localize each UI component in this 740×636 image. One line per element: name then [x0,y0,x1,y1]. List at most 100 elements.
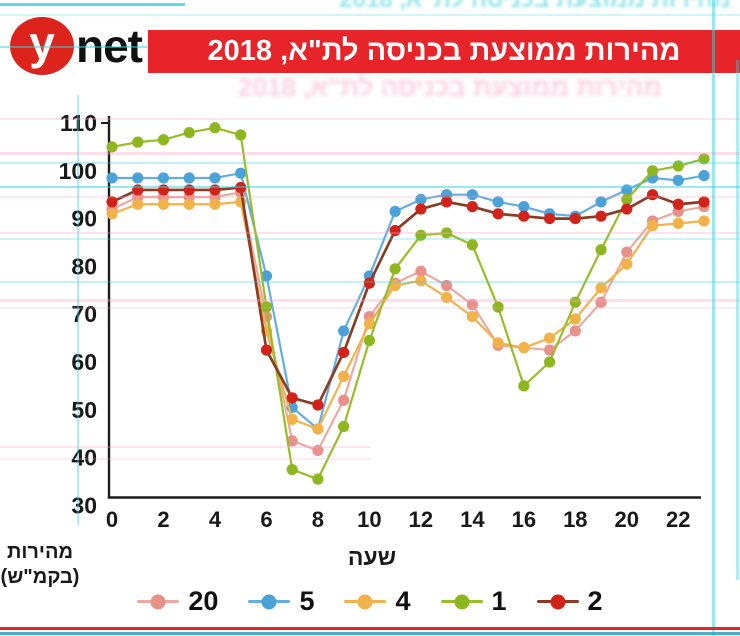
data-point-series-2 [260,344,273,356]
data-point-series-1 [338,420,350,433]
data-point-series-1 [363,334,375,347]
data-point-series-4 [106,208,118,220]
data-point-series-2 [441,196,453,208]
legend-marker-icon [344,594,387,609]
data-point-series-20 [312,444,324,457]
data-point-series-1 [518,380,530,392]
legend-dot-icon [550,594,566,609]
data-point-series-1 [415,229,427,241]
data-point-series-1 [646,165,659,177]
data-point-series-20 [338,394,350,406]
data-point-series-20 [415,265,427,277]
data-point-series-4 [157,198,170,210]
data-point-series-2 [286,392,298,404]
legend-marker-icon [440,594,483,609]
legend-label: 2 [587,586,603,616]
y-tick-label: 40 [71,445,97,471]
data-point-series-4 [209,198,221,210]
data-point-series-2 [183,184,195,196]
legend-item-2: 2 [536,586,603,617]
legend-item-1: 1 [440,586,507,617]
x-axis-title: שעה [347,544,397,570]
y-tick-label: 30 [71,492,97,518]
data-point-series-4 [569,313,581,325]
x-tick-label: 20 [615,507,639,532]
bottom-red-rule [0,627,740,630]
data-point-series-4 [286,413,298,425]
x-tick-label: 2 [157,507,169,532]
y-tick-label: 100 [59,158,97,184]
data-point-series-4 [441,291,453,304]
y-tick-label: 90 [71,206,97,232]
data-point-series-5 [518,201,530,213]
bottom-blue-rule [0,632,740,635]
legend-item-5: 5 [248,586,314,617]
series-line-20 [111,191,705,452]
data-point-series-1 [441,227,453,239]
data-point-series-20 [621,246,633,258]
data-point-series-5 [672,174,684,186]
x-tick-label: 16 [512,507,536,532]
legend-item-20: 20 [137,586,218,617]
y-tick-label: 80 [71,253,97,279]
data-point-series-20 [466,299,478,311]
series-line-4 [111,200,705,431]
data-point-series-4 [698,215,710,227]
data-point-series-4 [621,258,633,270]
data-point-series-5 [183,172,195,184]
data-point-series-2 [569,213,581,225]
legend-marker-icon [248,594,291,609]
data-point-series-4 [646,220,659,232]
data-point-series-4 [312,423,324,435]
data-point-series-5 [338,325,350,337]
data-point-series-1 [466,239,478,251]
legend-dot-icon [357,594,373,609]
data-point-series-2 [106,196,118,208]
legend-label: 20 [188,586,219,616]
data-point-series-20 [441,279,453,292]
data-point-series-4 [518,342,530,354]
x-tick-label: 14 [460,507,485,532]
legend-dot-icon [454,594,470,609]
y-axis-title-line1: מהירות [7,541,73,563]
legend-label: 1 [491,586,507,616]
data-point-series-1 [569,296,581,308]
data-point-series-1 [286,463,298,476]
data-point-series-2 [363,277,375,289]
data-point-series-2 [415,203,427,215]
data-point-series-2 [389,224,401,237]
data-point-series-1 [672,160,684,172]
data-point-series-1 [260,301,273,313]
ynet-logo-y: y [29,17,55,69]
title-banner: מהירות ממוצעת בכניסה לת"א, 2018 [148,30,740,73]
data-point-series-2 [312,399,324,411]
data-point-series-5 [106,172,118,184]
legend-item-4: 4 [344,586,411,617]
x-tick-label: 18 [563,507,587,532]
data-point-series-5 [132,172,144,184]
legend-label: 4 [395,586,411,616]
data-point-series-4 [363,318,375,330]
data-point-series-4 [492,337,504,349]
data-point-series-1 [543,356,556,368]
legend-label: 5 [299,586,315,616]
x-tick-label: 12 [409,507,433,532]
legend-dot-icon [261,594,277,609]
data-point-series-2 [543,213,556,225]
speed-line-chart: 110 100 90 80 70 60 50 40 30 0 2 4 6 8 10 12 14 16 18 20 22 [59,110,710,532]
data-point-series-2 [698,196,710,208]
data-point-series-5 [415,193,427,206]
data-point-series-1 [492,301,504,313]
data-point-series-4 [672,217,684,229]
chart-title: מהירות ממוצעת בכניסה לת"א, 2018 [207,35,681,67]
data-point-series-2 [646,189,659,201]
data-point-series-4 [183,198,195,210]
data-point-series-20 [286,435,298,447]
data-point-series-2 [492,208,504,220]
legend-marker-icon [536,594,579,609]
data-point-series-1 [183,126,195,139]
data-point-series-2 [672,198,684,210]
data-point-series-1 [389,263,401,275]
data-point-series-4 [389,279,401,292]
data-point-series-2 [235,181,247,194]
